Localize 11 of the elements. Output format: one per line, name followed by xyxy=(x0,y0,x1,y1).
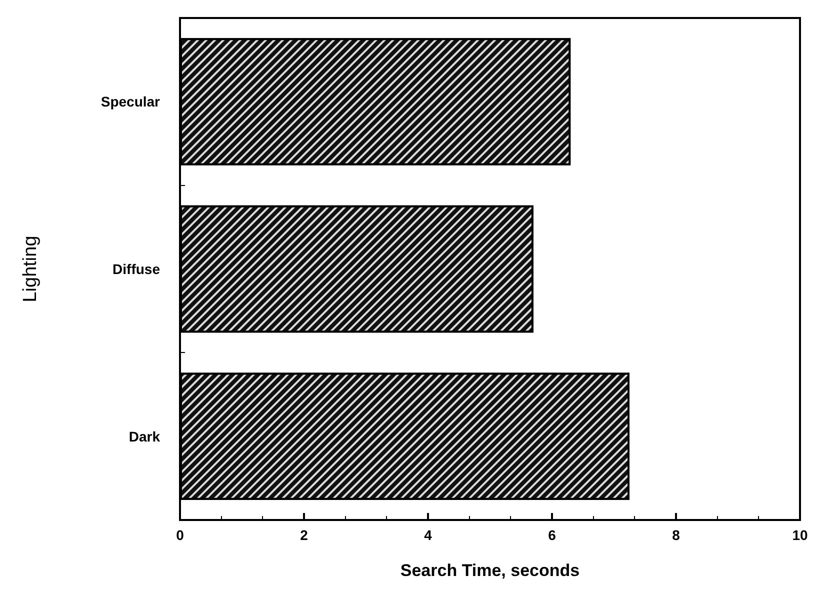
y-tick-label: Specular xyxy=(100,94,161,110)
x-tick-label: 4 xyxy=(424,527,432,543)
y-tick-label: Diffuse xyxy=(112,261,160,277)
x-axis-title: Search Time, seconds xyxy=(400,561,580,580)
x-tick-label: 10 xyxy=(792,527,808,543)
x-tick-label: 8 xyxy=(672,527,680,543)
y-axis-title: Lighting xyxy=(20,236,41,302)
x-tick-label: 0 xyxy=(176,527,184,543)
x-tick-label: 6 xyxy=(548,527,556,543)
x-tick-label: 2 xyxy=(300,527,308,543)
y-tick-label: Dark xyxy=(128,428,160,444)
